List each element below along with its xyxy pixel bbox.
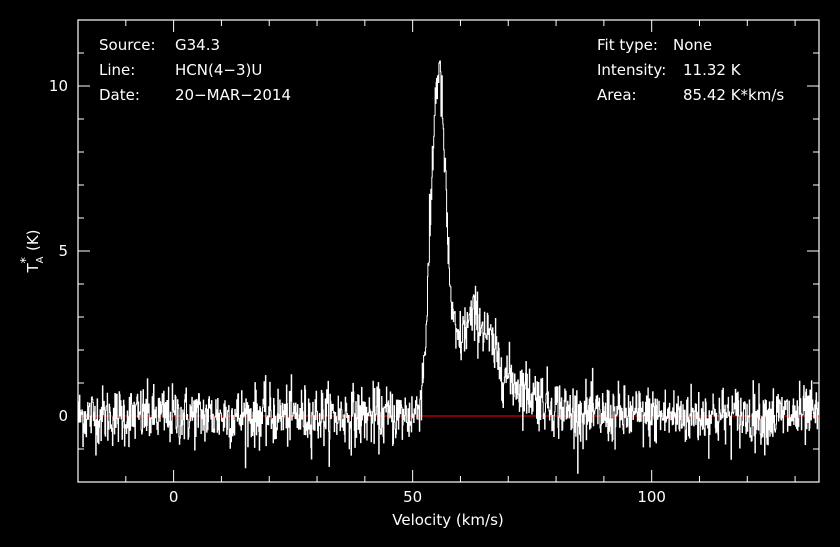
line-value: HCN(4−3)U <box>175 61 262 79</box>
source-label: Source: <box>99 36 156 54</box>
y-axis-label-unit: (K) <box>24 229 42 251</box>
x-tick-label: 50 <box>403 488 422 506</box>
x-tick-label: 0 <box>169 488 179 506</box>
spectrum-layer <box>78 60 820 474</box>
date-value: 20−MAR−2014 <box>175 86 291 104</box>
y-tick-label: 0 <box>58 407 68 425</box>
y-axis-label-main: T <box>24 263 42 274</box>
spectrum-line <box>78 60 820 474</box>
intensity-label: Intensity: <box>597 61 666 79</box>
y-tick-label: 10 <box>49 77 68 95</box>
axis-ticks: 0 50 100 0 5 10 <box>49 19 819 506</box>
y-axis-label: TA* (K) <box>19 229 46 273</box>
y-axis-label-sup: * <box>19 257 34 264</box>
intensity-value: 11.32 K <box>683 61 742 79</box>
date-label: Date: <box>99 86 140 104</box>
y-axis-label-sub: A <box>35 256 46 263</box>
line-label: Line: <box>99 61 135 79</box>
x-tick-label: 100 <box>637 488 666 506</box>
fit-type-value: None <box>673 36 712 54</box>
fit-type-label: Fit type: <box>597 36 658 54</box>
x-axis-label: Velocity (km/s) <box>392 511 503 529</box>
y-tick-label: 5 <box>58 242 68 260</box>
area-value: 85.42 K*km/s <box>683 86 784 104</box>
source-value: G34.3 <box>175 36 220 54</box>
area-label: Area: <box>597 86 637 104</box>
